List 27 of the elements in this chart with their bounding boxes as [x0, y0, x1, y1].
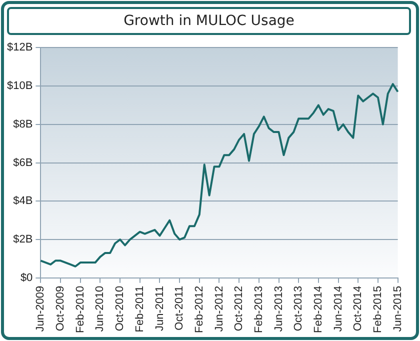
x-tick-label: Feb-2012 [193, 286, 206, 334]
x-tick-label: Feb-2014 [312, 286, 324, 334]
x-tick-label: Oct-2014 [352, 286, 364, 332]
y-tick-label: $8B [13, 118, 33, 130]
x-tick-label: Jun-2009 [34, 286, 47, 332]
y-tick-label: $12B [6, 42, 33, 54]
x-tick-label: Jun-2013 [272, 286, 285, 332]
x-tick-label: Feb-2011 [134, 286, 146, 332]
x-tick-label: Jun-2015 [392, 286, 404, 332]
x-tick-label: Feb-2015 [372, 286, 384, 334]
x-tick-label: Jun-2010 [94, 286, 106, 332]
x-tick-label: Feb-2013 [252, 286, 265, 334]
chart-title: Growth in MULOC Usage [7, 7, 411, 35]
x-tick-label: Jun-2014 [332, 286, 344, 332]
y-tick-label: $0 [20, 272, 33, 284]
x-tick-label: Feb-2010 [74, 286, 86, 334]
x-tick-label: Oct-2010 [114, 286, 126, 332]
x-tick-label: Oct-2009 [54, 286, 67, 332]
x-tick-label: Oct-2012 [233, 286, 246, 332]
x-tick-label: Jun-2012 [213, 286, 226, 332]
x-tick-label: Oct-2011 [174, 286, 186, 330]
x-tick-label: Jun-2011 [154, 286, 166, 331]
x-tick-label: Oct-2013 [292, 286, 305, 332]
y-tick-label: $10B [6, 80, 33, 92]
y-tick-label: $2B [13, 234, 33, 246]
y-tick-label: $6B [13, 156, 33, 169]
y-tick-label: $4B [13, 195, 33, 208]
